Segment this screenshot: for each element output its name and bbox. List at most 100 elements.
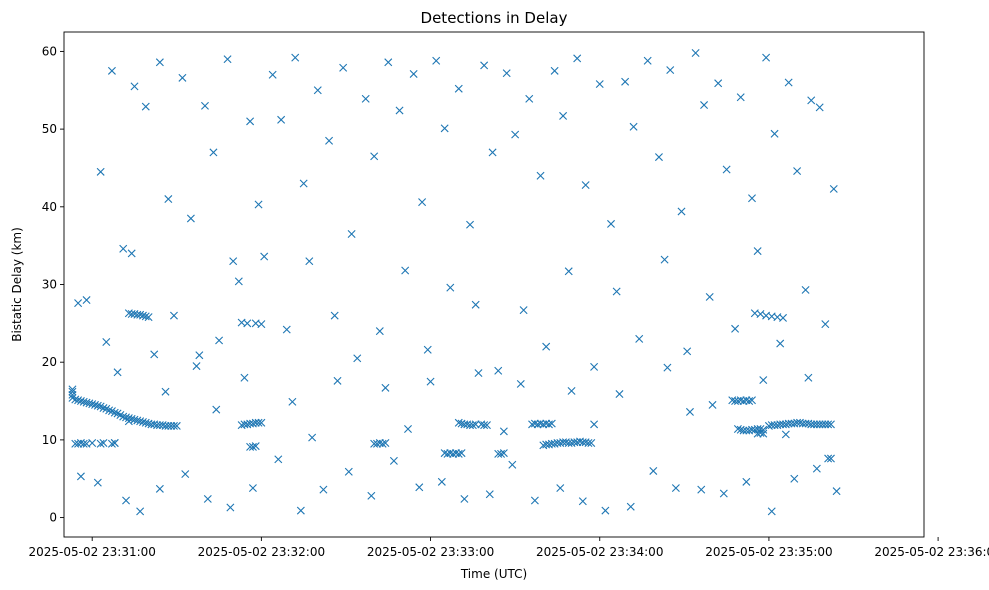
data-point	[793, 167, 802, 176]
data-point	[99, 404, 108, 413]
data-point	[626, 502, 635, 511]
data-point	[649, 466, 658, 475]
data-point	[76, 472, 85, 481]
y-tick-label: 30	[42, 278, 57, 292]
data-point	[547, 419, 556, 428]
data-point	[361, 94, 370, 103]
data-point	[753, 247, 762, 256]
data-point	[257, 418, 266, 427]
data-point	[607, 219, 616, 228]
data-point	[153, 421, 162, 430]
data-point	[195, 351, 204, 360]
data-point	[119, 244, 128, 253]
data-point	[536, 171, 545, 180]
data-point	[155, 484, 164, 493]
data-point	[832, 487, 841, 496]
data-point	[161, 387, 170, 396]
data-point	[437, 477, 446, 486]
data-point	[68, 387, 77, 396]
data-point	[468, 421, 477, 430]
data-point	[96, 439, 105, 448]
data-point	[480, 61, 489, 70]
data-point	[74, 439, 83, 448]
data-point	[719, 489, 728, 498]
data-point	[150, 350, 159, 359]
data-point	[339, 63, 348, 72]
data-point	[779, 313, 788, 322]
data-point	[212, 405, 221, 414]
data-point	[223, 55, 232, 64]
data-point	[240, 373, 249, 382]
data-point	[530, 496, 539, 505]
data-point	[107, 439, 116, 448]
data-point	[533, 420, 542, 429]
data-point	[181, 470, 190, 479]
x-tick-label: 2025-05-02 23:32:00	[198, 545, 325, 559]
data-point	[643, 56, 652, 65]
data-point	[578, 497, 587, 506]
data-point	[714, 79, 723, 88]
data-point	[595, 80, 604, 89]
data-point	[164, 421, 173, 430]
data-point	[418, 198, 427, 207]
data-point	[130, 82, 139, 91]
data-point	[96, 167, 105, 176]
data-point	[296, 506, 305, 515]
data-point	[683, 347, 692, 356]
data-point	[536, 419, 545, 428]
data-point	[203, 494, 212, 503]
data-point	[308, 433, 317, 442]
data-point	[663, 363, 672, 372]
data-point	[347, 230, 356, 238]
data-point	[432, 56, 441, 65]
data-point	[440, 449, 449, 458]
data-point	[671, 484, 680, 493]
data-point	[454, 84, 463, 93]
data-point	[502, 69, 511, 78]
data-point	[381, 439, 390, 447]
data-point	[367, 491, 376, 500]
data-point	[333, 376, 342, 385]
data-point	[494, 366, 503, 375]
data-point	[161, 421, 170, 430]
data-point	[107, 66, 116, 75]
data-point	[381, 383, 390, 392]
data-point	[544, 420, 553, 429]
data-point	[635, 334, 644, 343]
data-point	[590, 420, 599, 429]
data-point	[807, 96, 816, 105]
data-point	[93, 478, 102, 487]
y-tick-label: 0	[49, 511, 57, 525]
data-point	[127, 249, 136, 258]
data-point	[372, 439, 381, 448]
y-axis-ticks: 0 10 20 30 40 50 60	[42, 44, 64, 525]
data-point	[559, 111, 568, 120]
data-point	[581, 181, 590, 190]
y-tick-label: 40	[42, 200, 57, 214]
data-point	[685, 407, 694, 416]
data-point	[759, 376, 768, 385]
data-point	[733, 397, 742, 406]
data-point	[530, 419, 539, 428]
data-point	[274, 455, 283, 464]
data-point	[801, 285, 810, 294]
data-point	[415, 483, 424, 492]
data-point	[739, 397, 748, 406]
data-point	[804, 373, 813, 382]
data-point	[790, 474, 799, 483]
data-point	[454, 449, 463, 458]
y-tick-label: 60	[42, 44, 57, 58]
data-point	[587, 439, 596, 447]
data-point	[762, 53, 771, 62]
data-point	[124, 417, 133, 426]
data-point	[567, 386, 576, 395]
data-point	[291, 53, 300, 62]
data-point	[460, 494, 469, 503]
data-point	[313, 86, 322, 95]
data-point	[254, 418, 263, 427]
data-point	[770, 129, 779, 138]
data-point	[344, 467, 353, 476]
data-point	[691, 48, 700, 57]
data-point	[542, 342, 551, 351]
data-point	[756, 428, 765, 437]
